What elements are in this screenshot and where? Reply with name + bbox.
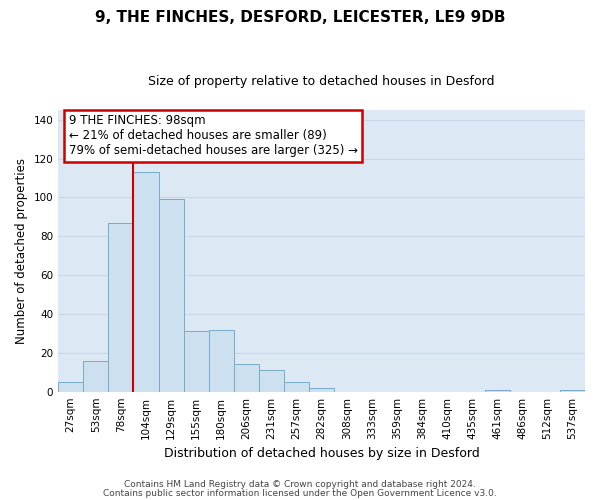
Text: 9 THE FINCHES: 98sqm
← 21% of detached houses are smaller (89)
79% of semi-detac: 9 THE FINCHES: 98sqm ← 21% of detached h…: [69, 114, 358, 157]
Bar: [560, 390, 585, 392]
Bar: [234, 364, 259, 392]
Bar: [133, 172, 158, 392]
Bar: [259, 370, 284, 392]
Bar: [284, 382, 309, 392]
Y-axis label: Number of detached properties: Number of detached properties: [15, 158, 28, 344]
Title: Size of property relative to detached houses in Desford: Size of property relative to detached ho…: [148, 75, 495, 88]
Text: 9, THE FINCHES, DESFORD, LEICESTER, LE9 9DB: 9, THE FINCHES, DESFORD, LEICESTER, LE9 …: [95, 10, 505, 25]
Bar: [209, 330, 234, 392]
Text: Contains HM Land Registry data © Crown copyright and database right 2024.: Contains HM Land Registry data © Crown c…: [124, 480, 476, 489]
Bar: [58, 382, 83, 392]
Bar: [184, 332, 209, 392]
Bar: [309, 388, 334, 392]
Text: Contains public sector information licensed under the Open Government Licence v3: Contains public sector information licen…: [103, 489, 497, 498]
Bar: [158, 200, 184, 392]
Bar: [109, 222, 133, 392]
Bar: [485, 390, 510, 392]
Bar: [83, 360, 109, 392]
X-axis label: Distribution of detached houses by size in Desford: Distribution of detached houses by size …: [164, 447, 479, 460]
